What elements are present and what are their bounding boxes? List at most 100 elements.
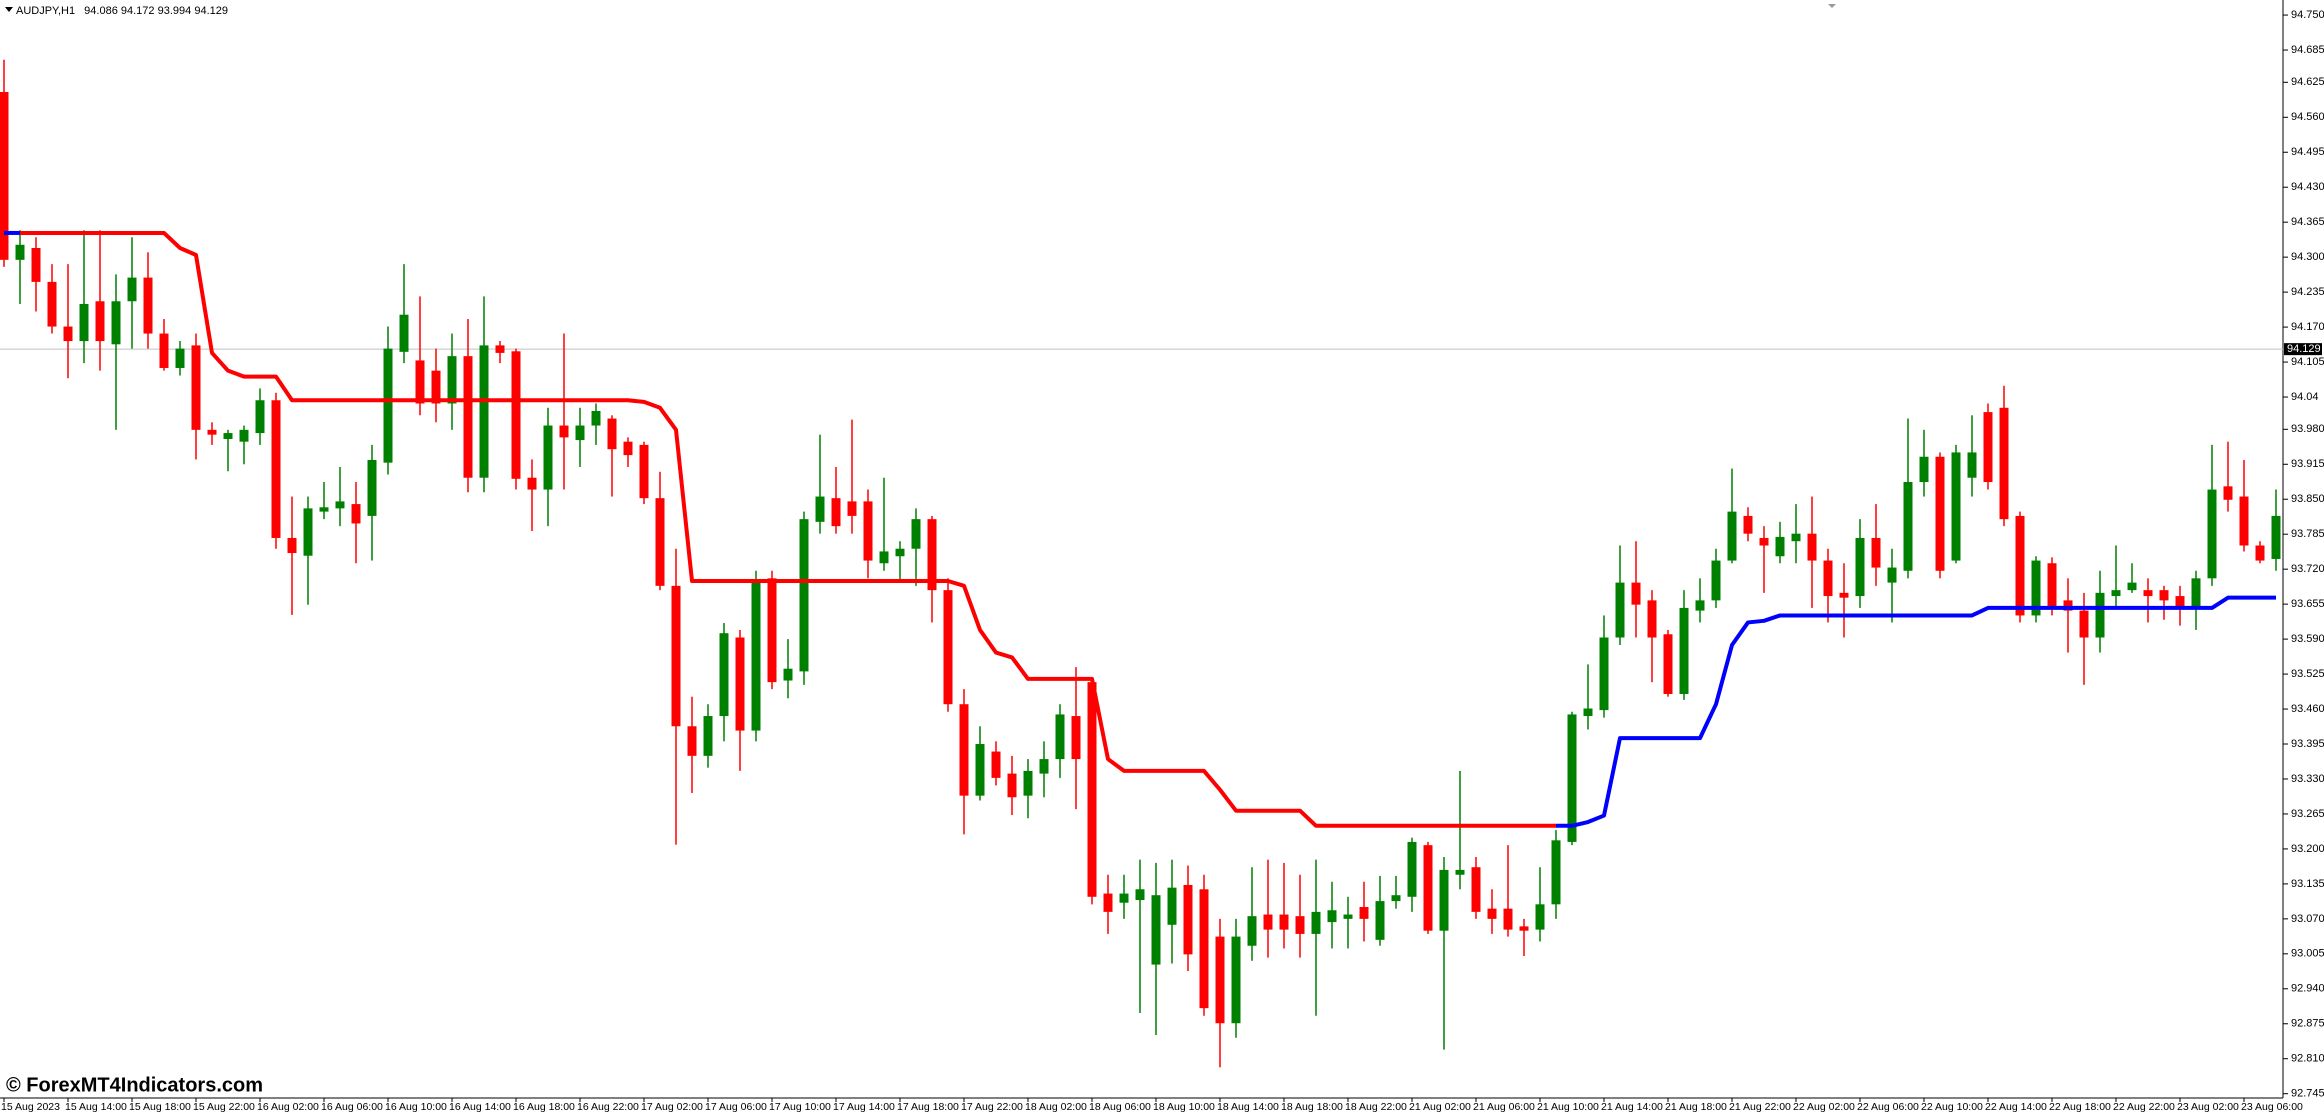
y-tick-label: 94.365 — [2291, 216, 2324, 228]
open-value: 94.086 — [84, 5, 118, 17]
candle-body — [111, 301, 121, 345]
x-tick-label: 22 Aug 18:00 — [2049, 1101, 2111, 1113]
y-tick-label: 94.105 — [2291, 356, 2324, 368]
candle-body — [543, 425, 553, 490]
candle-body — [1887, 567, 1897, 583]
candle-body — [1759, 537, 1769, 546]
close-value: 94.129 — [194, 5, 228, 17]
candle-body — [223, 433, 233, 439]
candle-body — [351, 504, 361, 524]
candle-body — [2095, 592, 2105, 638]
candle-body — [1087, 682, 1097, 897]
candle-body — [63, 326, 73, 342]
candle-body — [1935, 456, 1945, 571]
x-tick-label: 22 Aug 22:00 — [2113, 1101, 2175, 1113]
candle-body — [575, 425, 585, 441]
candle-body — [239, 429, 249, 442]
candle-body — [559, 425, 569, 438]
y-tick-label: 93.395 — [2291, 738, 2324, 750]
candle-body — [975, 744, 985, 796]
x-tick-label: 16 Aug 10:00 — [385, 1101, 447, 1113]
candle-body — [2031, 560, 2041, 616]
symbol: AUDJPY,H1 — [16, 5, 75, 17]
x-tick-label: 16 Aug 02:00 — [257, 1101, 319, 1113]
y-tick-label: 92.875 — [2291, 1018, 2324, 1030]
candle-body — [1951, 452, 1961, 561]
candle-body — [511, 351, 521, 479]
candle-body — [1823, 560, 1833, 597]
candle-body — [879, 551, 889, 564]
candle-body — [1439, 869, 1449, 931]
x-tick-label: 22 Aug 06:00 — [1857, 1101, 1919, 1113]
candle-body — [335, 501, 345, 509]
x-tick-label: 22 Aug 14:00 — [1985, 1101, 2047, 1113]
x-tick-label: 16 Aug 14:00 — [449, 1101, 511, 1113]
candle-body — [2271, 515, 2281, 559]
last-price-label: 94.129 — [2287, 343, 2321, 355]
candle-body — [1647, 600, 1657, 638]
candle-body — [1295, 916, 1305, 934]
candle-body — [1343, 914, 1353, 919]
y-tick-label: 92.810 — [2291, 1053, 2324, 1065]
candle-body — [1263, 914, 1273, 930]
indicator-line — [20, 230, 1556, 828]
last-price-tag — [2284, 343, 2322, 356]
x-tick-label: 21 Aug 02:00 — [1409, 1101, 1471, 1113]
y-tick-label: 94.300 — [2291, 251, 2324, 263]
candle-body — [175, 348, 185, 368]
candle-body — [1999, 407, 2009, 520]
candle-body — [1231, 936, 1241, 1024]
y-tick-label: 93.850 — [2291, 493, 2324, 505]
candle-body — [1359, 907, 1369, 919]
candle-body — [1807, 533, 1817, 561]
candle-body — [1039, 759, 1049, 774]
high-value: 94.172 — [121, 5, 155, 17]
candle-body — [287, 537, 297, 554]
candle-body — [863, 501, 873, 561]
candle-body — [447, 356, 457, 404]
candle-body — [431, 370, 441, 404]
candle-body — [191, 345, 201, 430]
candle-body — [1471, 867, 1481, 912]
candle-body — [1311, 911, 1321, 934]
candle-body — [1919, 456, 1929, 483]
candle-body — [1903, 482, 1913, 571]
candle-body — [143, 277, 153, 334]
candle-body — [47, 281, 57, 327]
candle-body — [783, 668, 793, 681]
y-tick-label: 93.590 — [2291, 633, 2324, 645]
y-tick-label: 92.745 — [2291, 1088, 2324, 1100]
candle-body — [1567, 714, 1577, 842]
candle-body — [15, 244, 25, 260]
y-tick-label: 93.785 — [2291, 528, 2324, 540]
candle-body — [495, 345, 505, 353]
candle-body — [1743, 515, 1753, 534]
x-tick-label: 21 Aug 18:00 — [1665, 1101, 1727, 1113]
x-tick-label: 16 Aug 06:00 — [321, 1101, 383, 1113]
x-tick-label: 17 Aug 22:00 — [961, 1101, 1023, 1113]
candle-body — [1855, 537, 1865, 597]
candle-body — [1983, 412, 1993, 483]
candle-body — [1007, 773, 1017, 798]
candle-body — [1215, 936, 1225, 1024]
candle-body — [1119, 893, 1129, 903]
y-tick-label: 93.525 — [2291, 668, 2324, 680]
x-tick-label: 22 Aug 10:00 — [1921, 1101, 1983, 1113]
candle-body — [623, 441, 633, 456]
y-tick-label: 94.625 — [2291, 76, 2324, 88]
x-tick-label: 23 Aug 02:00 — [2177, 1101, 2239, 1113]
indicator-line — [1556, 595, 2276, 828]
y-tick-label: 94.430 — [2291, 181, 2324, 193]
candle-body — [687, 726, 697, 756]
x-tick-label: 18 Aug 06:00 — [1089, 1101, 1151, 1113]
low-value: 93.994 — [158, 5, 192, 17]
candle-body — [1503, 908, 1513, 930]
candle-body — [1327, 910, 1337, 923]
candle-body — [735, 637, 745, 731]
candle-body — [1199, 889, 1209, 1009]
candle-body — [1167, 887, 1177, 925]
candle-body — [1071, 716, 1081, 760]
candle-body — [911, 519, 921, 549]
candle-body — [2239, 496, 2249, 546]
